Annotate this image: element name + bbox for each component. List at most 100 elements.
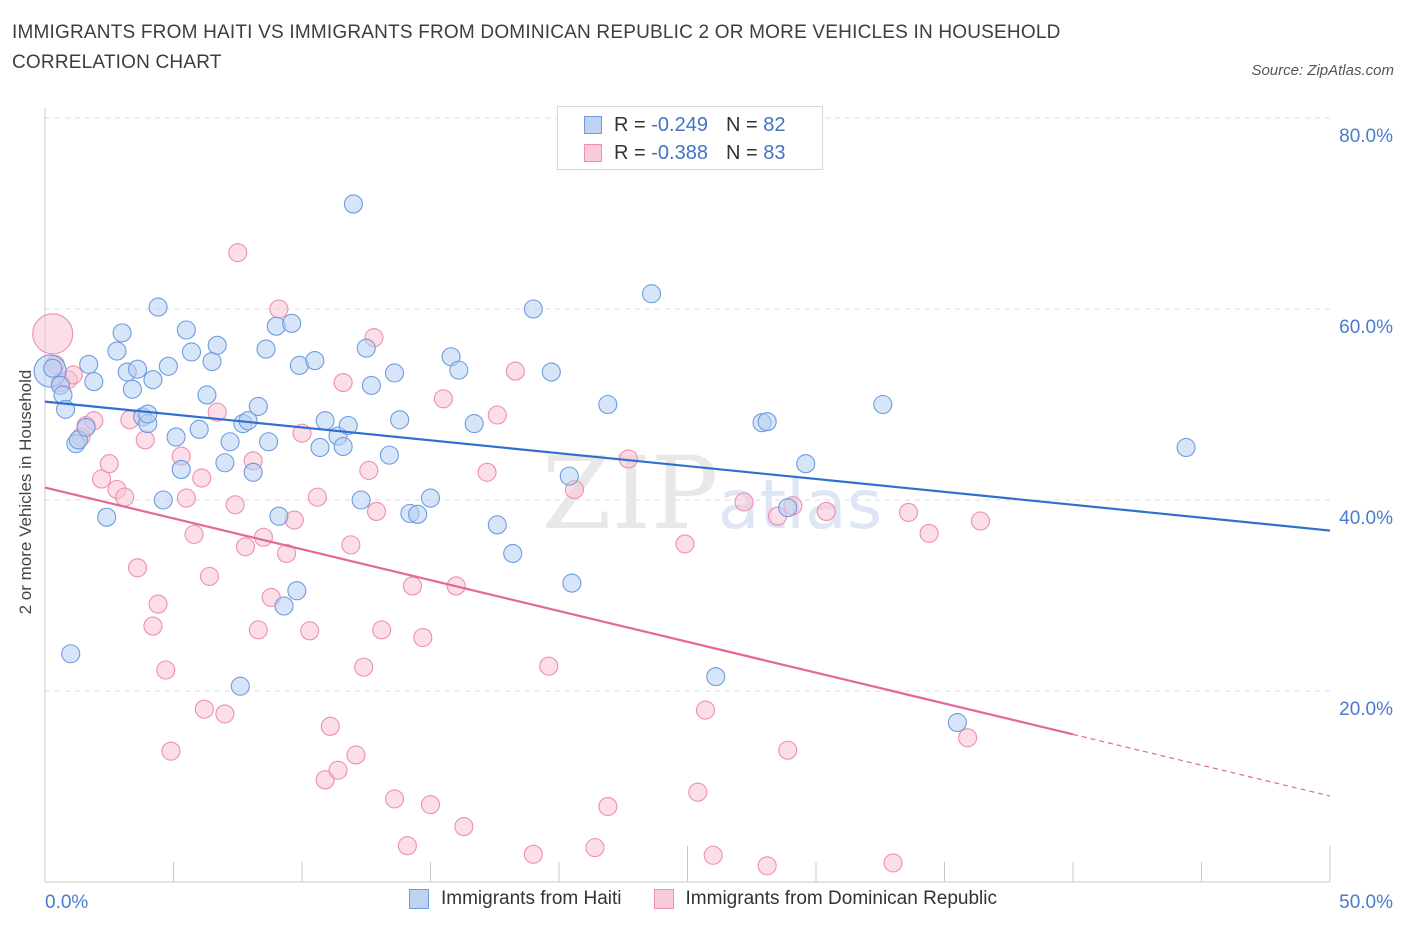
point-haiti xyxy=(84,372,104,392)
point-dominican xyxy=(688,782,708,802)
point-dominican xyxy=(757,856,777,876)
axes xyxy=(44,108,1331,883)
point-haiti xyxy=(562,573,582,593)
x-tick-label: 0.0% xyxy=(45,892,88,913)
point-haiti xyxy=(390,410,410,430)
point-dominican xyxy=(898,502,919,522)
point-haiti xyxy=(351,490,371,510)
point-haiti xyxy=(449,360,469,380)
point-dominican xyxy=(192,468,212,488)
point-haiti xyxy=(143,370,163,390)
point-haiti xyxy=(706,667,726,687)
point-dominican xyxy=(970,511,991,531)
point-haiti xyxy=(464,414,484,434)
point-haiti xyxy=(207,335,227,355)
legend-swatch-dominican xyxy=(584,144,602,162)
legend-row-dominican: R = -0.388 N = 83 xyxy=(584,141,785,165)
point-dominican xyxy=(225,495,245,515)
point-dominican xyxy=(235,537,256,557)
point-dominican xyxy=(487,405,507,425)
point-dominican xyxy=(315,770,335,790)
point-haiti xyxy=(338,415,358,436)
trend-line-dominican xyxy=(44,486,1074,736)
point-haiti xyxy=(947,712,967,733)
point-dominican xyxy=(675,534,695,554)
legend-swatch-dominican xyxy=(653,889,674,909)
point-dominican xyxy=(143,616,163,636)
point-haiti xyxy=(107,341,127,361)
source-label: Source: ZipAtlas.com xyxy=(1251,62,1394,79)
point-haiti xyxy=(757,412,777,432)
trend-line-dominican-extension xyxy=(1072,733,1331,797)
point-haiti xyxy=(248,396,268,416)
point-dominican xyxy=(919,523,939,543)
point-haiti xyxy=(796,454,816,474)
point-dominican xyxy=(328,760,348,780)
point-haiti xyxy=(315,411,335,431)
point-dominican xyxy=(320,716,340,736)
point-dominican xyxy=(300,621,320,641)
point-haiti xyxy=(97,507,117,527)
point-haiti xyxy=(361,375,381,395)
watermark: ZIP atlas xyxy=(542,435,882,552)
point-haiti xyxy=(356,338,376,358)
point-haiti xyxy=(269,506,289,526)
point-dominican xyxy=(99,454,119,474)
legend-n-label: N = xyxy=(725,113,758,136)
point-haiti xyxy=(112,323,132,343)
point-dominican xyxy=(703,845,723,865)
legend-r-value: -0.388 xyxy=(651,141,708,164)
legend-n-value: 83 xyxy=(763,141,786,164)
point-haiti xyxy=(76,417,96,437)
point-haiti xyxy=(148,297,168,317)
legend-item-haiti: Immigrants from Haiti xyxy=(408,888,622,910)
point-haiti xyxy=(523,299,543,319)
point-haiti xyxy=(158,356,178,376)
y-tick-label: 80.0% xyxy=(1339,126,1393,147)
point-haiti xyxy=(778,498,798,518)
point-haiti xyxy=(598,394,618,415)
point-haiti xyxy=(310,437,330,458)
legend-swatch-haiti xyxy=(408,889,429,909)
point-dominican xyxy=(156,660,176,680)
point-dominican xyxy=(207,402,227,422)
point-haiti xyxy=(181,342,202,362)
grid-lines xyxy=(45,117,1330,692)
point-dominican xyxy=(420,795,441,815)
point-dominican xyxy=(402,576,423,596)
point-haiti xyxy=(43,358,63,378)
point-dominican xyxy=(695,700,716,720)
point-haiti xyxy=(122,379,142,399)
point-haiti xyxy=(215,453,235,473)
point-haiti xyxy=(487,515,507,535)
legend-item-dominican: Immigrants from Dominican Republic xyxy=(653,888,997,910)
point-dominican xyxy=(161,741,181,761)
point-dominican xyxy=(346,745,366,765)
point-dominican xyxy=(397,836,417,856)
point-haiti xyxy=(138,404,158,424)
point-dominican xyxy=(413,627,433,648)
point-dominican xyxy=(454,817,474,837)
point-haiti xyxy=(274,596,294,616)
y-axis-label: 2 or more Vehicles in Household xyxy=(16,370,35,615)
y-tick-label: 60.0% xyxy=(1339,317,1393,338)
point-dominican xyxy=(366,501,387,522)
point-haiti xyxy=(153,490,173,510)
tick-labels: 20.0% 40.0% 60.0% 80.0% 0.0% 50.0% xyxy=(45,126,1393,913)
point-haiti xyxy=(79,354,99,374)
point-haiti xyxy=(541,362,561,382)
point-haiti xyxy=(420,488,441,508)
legend-r-label: R = xyxy=(614,141,646,164)
point-haiti xyxy=(243,462,263,482)
point-dominican xyxy=(127,558,148,578)
point-dominican xyxy=(135,430,155,450)
point-dominican xyxy=(194,699,214,719)
point-haiti xyxy=(559,466,579,486)
point-dominican xyxy=(199,566,220,586)
point-haiti xyxy=(379,445,399,465)
point-dominican xyxy=(333,372,353,393)
point-haiti xyxy=(171,459,191,479)
point-dominican xyxy=(539,656,559,676)
point-dominican xyxy=(148,594,168,614)
